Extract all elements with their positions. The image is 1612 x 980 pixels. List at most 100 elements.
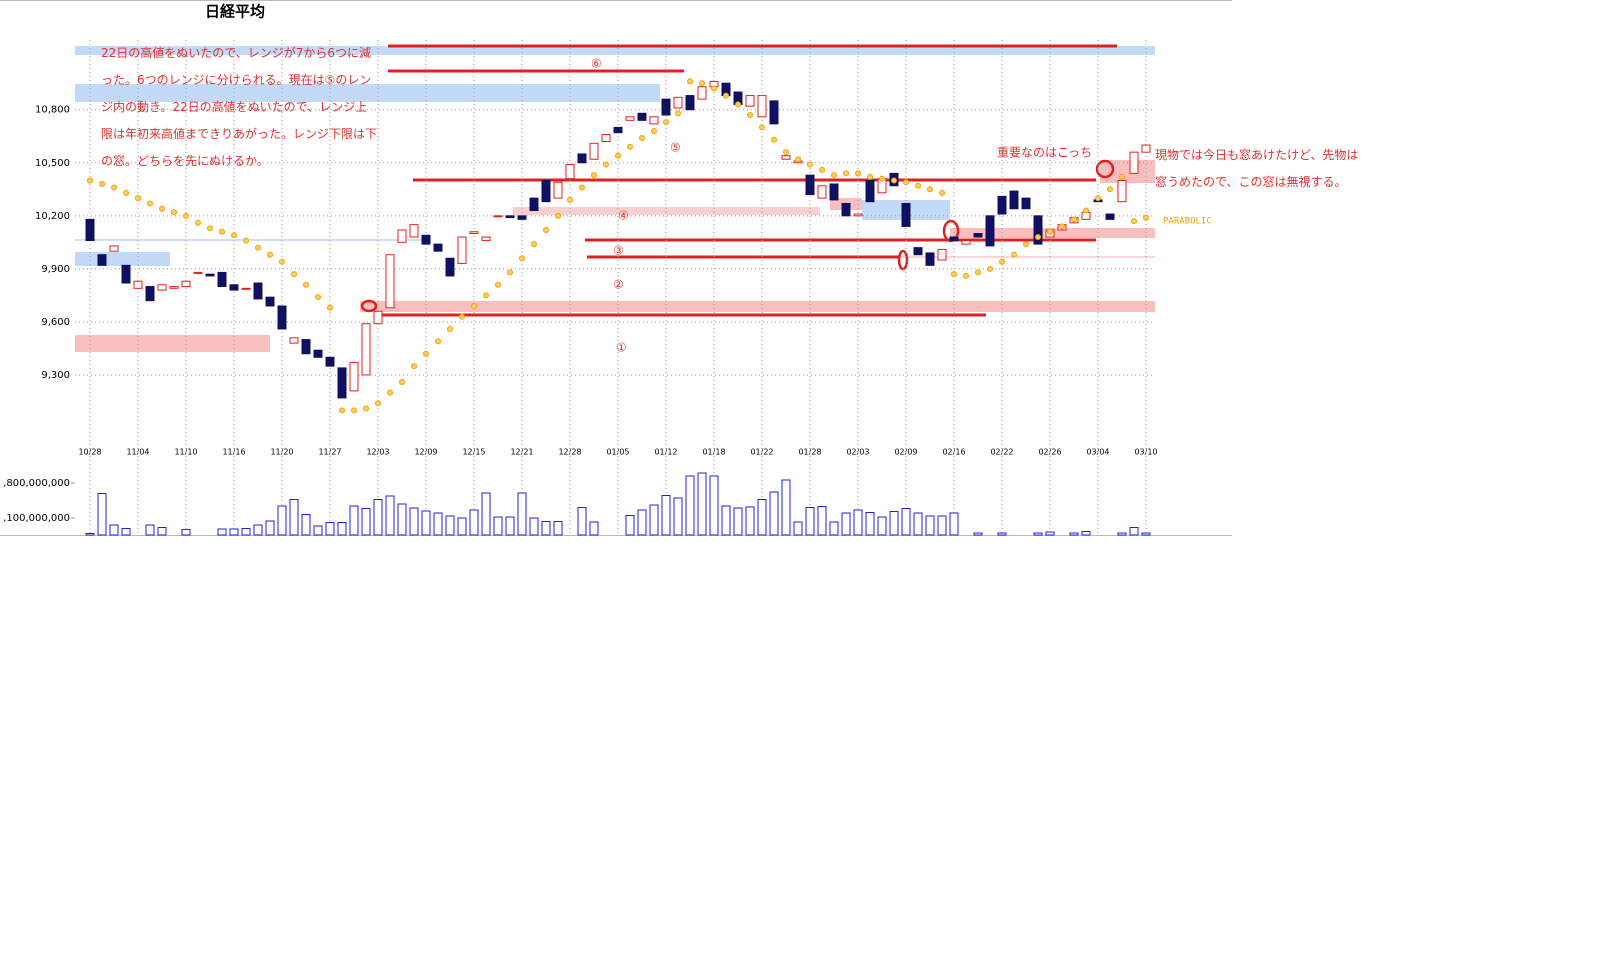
parabolic-dot	[171, 209, 177, 216]
zone	[1100, 160, 1155, 183]
parabolic-dot	[399, 379, 405, 386]
candle-body	[781, 155, 791, 160]
parabolic-dot	[387, 389, 393, 396]
volume-bar	[409, 507, 419, 536]
parabolic-dot	[1023, 241, 1029, 248]
zone	[75, 335, 270, 352]
candle-body	[1033, 215, 1043, 245]
candle-body	[241, 287, 251, 290]
candle-body	[217, 271, 227, 288]
candle-body	[109, 245, 119, 252]
zone	[513, 207, 820, 215]
candle-body	[745, 95, 755, 107]
candle-body	[505, 215, 515, 219]
volume-bar	[709, 475, 719, 536]
parabolic-dot	[195, 219, 201, 226]
parabolic-dot	[303, 281, 309, 288]
parabolic-dot	[255, 244, 261, 251]
parabolic-dot	[1107, 186, 1113, 193]
parabolic-dot	[627, 143, 633, 150]
candle-body	[301, 339, 311, 355]
volume-bar	[325, 522, 335, 536]
parabolic-dot	[651, 127, 657, 134]
candle-body	[265, 296, 275, 307]
candle-body	[769, 100, 779, 125]
volume-bar	[385, 495, 395, 536]
volume-bar	[1129, 527, 1139, 536]
candle-body	[1117, 179, 1127, 203]
parabolic-dot	[1119, 173, 1125, 180]
candle-body	[277, 305, 287, 330]
candle-body	[97, 254, 107, 266]
candle-body	[385, 254, 395, 309]
volume-bar	[181, 529, 191, 536]
candle-body	[1141, 144, 1151, 153]
candle-body	[913, 247, 923, 256]
volume-bar	[1069, 532, 1079, 536]
volume-bar	[997, 532, 1007, 536]
candle-body	[481, 236, 491, 242]
parabolic-dot	[927, 186, 933, 193]
parabolic-dot	[675, 110, 681, 117]
volume-bar	[841, 512, 851, 536]
candle-body	[121, 264, 131, 284]
candle-body	[457, 236, 467, 265]
parabolic-dot	[843, 170, 849, 177]
parabolic-dot	[219, 228, 225, 235]
volume-bar	[829, 521, 839, 536]
volume-bar	[1081, 531, 1091, 536]
candle-body	[985, 215, 995, 247]
parabolic-dot	[795, 156, 801, 163]
parabolic-dot	[879, 175, 885, 182]
circles	[360, 159, 1115, 313]
candle-body	[529, 197, 539, 212]
volume-bar	[1117, 532, 1127, 536]
annotation: 重要なのはこっち	[997, 146, 1092, 160]
candle-body	[973, 233, 983, 238]
volume-bar	[901, 508, 911, 536]
range-number: ①	[616, 341, 627, 355]
parabolic-dot	[579, 184, 585, 191]
parabolic-dot	[1095, 195, 1101, 202]
candle-body	[601, 133, 611, 143]
candle-body	[253, 282, 263, 300]
y-tick-label: 9,600	[41, 317, 70, 328]
candle-body	[445, 257, 455, 277]
y-tick-label: 9,900	[41, 264, 70, 275]
chart-title: 日経平均	[205, 3, 265, 21]
circle-mark	[360, 299, 378, 313]
volume-bar	[493, 516, 503, 536]
candle-body	[673, 96, 683, 109]
parabolic-dot	[987, 265, 993, 272]
parabolic-dot	[903, 179, 909, 186]
zone	[75, 46, 1155, 55]
parabolic-dot	[291, 271, 297, 278]
volume-bar	[889, 511, 899, 536]
parabolic-dot	[459, 313, 465, 320]
parabolic-dot	[975, 269, 981, 276]
volume-bar	[1045, 531, 1055, 536]
volume-bar	[145, 524, 155, 536]
candle-body	[541, 179, 551, 203]
parabolic-dot	[543, 226, 549, 233]
parabolic-dot	[351, 407, 357, 414]
range-number: ③	[613, 244, 624, 258]
volume-bar	[1033, 532, 1043, 536]
candle-body	[757, 95, 767, 118]
volume-bar	[913, 512, 923, 536]
candle-body	[805, 174, 815, 196]
volume-bar	[373, 499, 383, 536]
candle-body	[949, 236, 959, 242]
candle-body	[625, 116, 635, 121]
parabolic-dot	[855, 170, 861, 177]
volume-bar	[529, 517, 539, 536]
volume-bar	[793, 521, 803, 536]
parabolic-dot	[711, 85, 717, 92]
volume-bar	[937, 515, 947, 536]
volume-bar	[925, 515, 935, 536]
candle-body	[997, 195, 1007, 215]
parabolic-dot	[507, 269, 513, 276]
parabolic-dot	[87, 177, 93, 184]
